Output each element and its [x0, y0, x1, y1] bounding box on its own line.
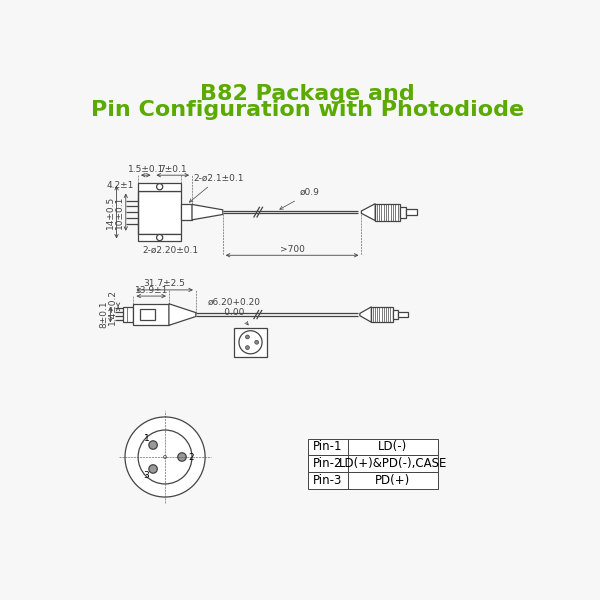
Text: 7±0.1: 7±0.1 [159, 164, 187, 173]
Bar [393, 310, 398, 319]
Bar [235, 328, 266, 357]
Text: 1.4±0.2: 1.4±0.2 [107, 289, 116, 325]
Circle shape [245, 335, 250, 339]
Text: >700: >700 [280, 245, 305, 254]
Circle shape [157, 184, 163, 190]
Bar [308, 439, 347, 455]
Text: 4.2±1: 4.2±1 [107, 181, 134, 190]
Text: Pin-2: Pin-2 [313, 457, 342, 470]
Text: 1: 1 [143, 434, 149, 443]
Text: 1.5±0.1: 1.5±0.1 [128, 164, 164, 173]
Text: LD(-): LD(-) [379, 440, 407, 454]
Bar [375, 203, 400, 221]
Circle shape [149, 441, 157, 449]
Circle shape [245, 346, 250, 350]
Polygon shape [361, 203, 375, 221]
Bar [398, 312, 407, 317]
Text: 2-ø2.20±0.1: 2-ø2.20±0.1 [142, 245, 198, 254]
Circle shape [157, 235, 163, 241]
Circle shape [125, 417, 205, 497]
Circle shape [178, 453, 186, 461]
Bar [181, 205, 192, 220]
Bar [123, 307, 133, 322]
Text: ø6.20+0.20
      0.00: ø6.20+0.20 0.00 [208, 298, 260, 325]
Circle shape [255, 340, 259, 344]
Bar [138, 183, 181, 191]
Bar [347, 472, 439, 490]
Bar [371, 307, 393, 322]
Polygon shape [192, 205, 223, 220]
Polygon shape [360, 307, 371, 322]
Bar [406, 209, 417, 215]
Text: 14±0.5: 14±0.5 [106, 196, 115, 229]
Bar [308, 455, 347, 472]
Circle shape [149, 465, 157, 473]
Circle shape [164, 455, 167, 458]
Text: PD(+): PD(+) [376, 475, 410, 487]
Bar [347, 455, 439, 472]
Circle shape [138, 430, 192, 484]
Circle shape [239, 331, 262, 354]
Bar [308, 472, 347, 490]
Text: Pin-3: Pin-3 [313, 475, 342, 487]
Text: 2: 2 [188, 452, 194, 461]
Text: 31.7±2.5: 31.7±2.5 [144, 280, 185, 289]
Text: 10±0.1: 10±0.1 [115, 196, 124, 229]
Text: ø0.9: ø0.9 [280, 188, 320, 209]
Bar [140, 309, 155, 320]
Text: Pin-1: Pin-1 [313, 440, 342, 454]
Text: B82 Package and: B82 Package and [200, 83, 415, 104]
Bar [138, 191, 181, 233]
Text: LD(+)&PD(-),CASE: LD(+)&PD(-),CASE [339, 457, 447, 470]
Bar [400, 207, 406, 218]
Text: Pin Configuration with Photodiode: Pin Configuration with Photodiode [91, 100, 524, 120]
Text: 3: 3 [143, 471, 149, 480]
Text: 13.9±1: 13.9±1 [134, 286, 168, 295]
Polygon shape [169, 304, 196, 325]
Bar [133, 304, 169, 325]
Text: 8±0.1: 8±0.1 [100, 301, 109, 328]
Bar [138, 233, 181, 241]
Text: 2-ø2.1±0.1: 2-ø2.1±0.1 [190, 173, 244, 202]
Bar [347, 439, 439, 455]
